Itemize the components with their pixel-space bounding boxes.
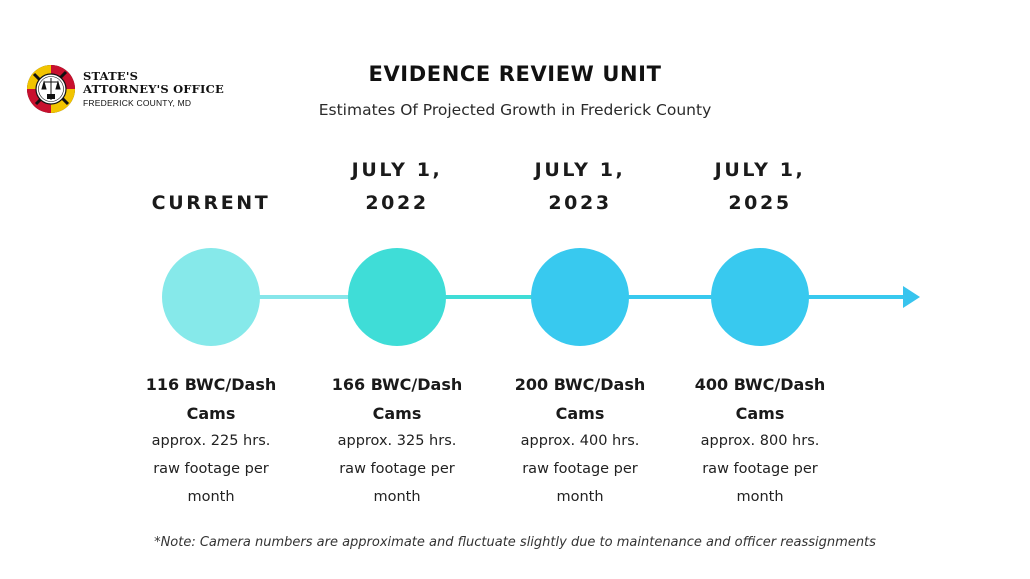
footage-line: raw footage per (153, 461, 269, 477)
milestone-date-line2: 2022 (365, 192, 429, 214)
milestone-date-line1: JULY 1, (534, 159, 626, 181)
page-title: EVIDENCE REVIEW UNIT (368, 62, 662, 86)
milestone-date-2025: JULY 1, 2025 (670, 154, 850, 220)
milestone-count-2022: 166 BWC/Dash Cams (302, 370, 492, 428)
org-county: FREDERICK COUNTY, MD (83, 98, 192, 108)
milestone-footage-2025: approx. 800 hrs. raw footage per month (670, 427, 850, 511)
camera-count-unit: Cams (372, 404, 422, 423)
footage-line: approx. 800 hrs. (700, 433, 820, 449)
org-name-line2: ATTORNEY'S OFFICE (83, 82, 224, 96)
milestone-footage-2023: approx. 400 hrs. raw footage per month (490, 427, 670, 511)
footage-line: approx. 225 hrs. (151, 433, 271, 449)
milestone-date-line1: JULY 1, (351, 159, 443, 181)
milestone-date-2022: JULY 1, 2022 (307, 154, 487, 220)
org-name-line1: STATE'S (83, 69, 139, 83)
footage-line: approx. 325 hrs. (337, 433, 457, 449)
milestone-date-line2: 2025 (728, 192, 792, 214)
milestone-date-line1 (121, 154, 301, 187)
milestone-circle-2022 (348, 248, 446, 346)
milestone-footage-current: approx. 225 hrs. raw footage per month (121, 427, 301, 511)
maryland-seal-icon (27, 65, 75, 113)
milestone-date-2023: JULY 1, 2023 (490, 154, 670, 220)
footage-line: raw footage per (339, 461, 455, 477)
milestone-date-line2: CURRENT (151, 192, 271, 214)
camera-count: 400 BWC/Dash (694, 375, 826, 394)
milestone-count-2025: 400 BWC/Dash Cams (665, 370, 855, 428)
footage-line: month (736, 489, 784, 505)
page-subtitle: Estimates Of Projected Growth in Frederi… (318, 101, 712, 119)
office-logo: STATE'S ATTORNEY'S OFFICE FREDERICK COUN… (26, 64, 226, 116)
milestone-circle-2025 (711, 248, 809, 346)
milestone-circle-current (162, 248, 260, 346)
timeline-arrowhead-icon (903, 286, 920, 308)
milestone-count-current: 116 BWC/Dash Cams (116, 370, 306, 428)
camera-count: 116 BWC/Dash (145, 375, 277, 394)
footage-line: raw footage per (522, 461, 638, 477)
milestone-circle-2023 (531, 248, 629, 346)
milestone-count-2023: 200 BWC/Dash Cams (485, 370, 675, 428)
org-name: STATE'S ATTORNEY'S OFFICE (83, 70, 224, 96)
footage-line: month (373, 489, 421, 505)
footage-line: approx. 400 hrs. (520, 433, 640, 449)
footage-line: raw footage per (702, 461, 818, 477)
camera-count-unit: Cams (735, 404, 785, 423)
milestone-footage-2022: approx. 325 hrs. raw footage per month (307, 427, 487, 511)
camera-count: 200 BWC/Dash (514, 375, 646, 394)
camera-count-unit: Cams (186, 404, 236, 423)
footnote: *Note: Camera numbers are approximate an… (154, 535, 876, 550)
milestone-date-line2: 2023 (548, 192, 612, 214)
footage-line: month (556, 489, 604, 505)
milestone-date-line1: JULY 1, (714, 159, 806, 181)
camera-count-unit: Cams (555, 404, 605, 423)
camera-count: 166 BWC/Dash (331, 375, 463, 394)
footage-line: month (187, 489, 235, 505)
milestone-date-current: CURRENT (121, 154, 301, 220)
